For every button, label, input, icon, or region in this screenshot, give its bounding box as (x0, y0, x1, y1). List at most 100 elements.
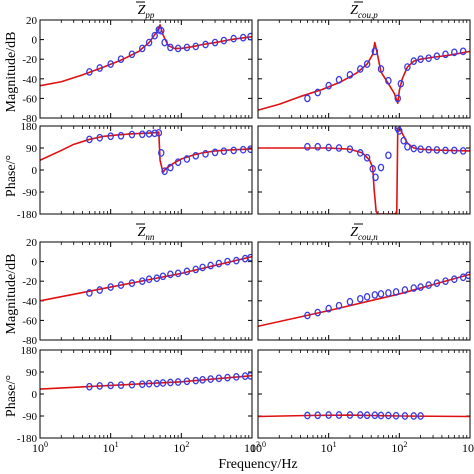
subplot-z-cou-n: Zcou,n 100 101 102 103 (250, 223, 474, 455)
phase-1-measured-point (357, 149, 364, 157)
magnitude-0-measured-point (167, 43, 174, 52)
magnitude-3-measured-point (451, 275, 458, 284)
magnitude-1-measured-point (425, 54, 432, 63)
phase-0-measured-point (96, 133, 103, 142)
subplot-z-cou-p: Zcou,p (257, 1, 471, 215)
magnitude-3-measured-point (371, 291, 379, 299)
phase-2-ytick-label: 180 (21, 345, 38, 357)
magnitude-1-measured-point (346, 71, 354, 79)
phase-2-measured-point (233, 373, 240, 381)
phase-1-measured-point (459, 147, 467, 155)
magnitude-0-measured-point (145, 38, 153, 47)
magnitude-2-measured-point (183, 267, 191, 276)
magnitude-0-ytick-label: -40 (22, 74, 37, 86)
magnitude-0-measured-point (117, 55, 125, 64)
magnitude-0-measured-point (211, 38, 219, 47)
magnitude-0-measured-point (96, 64, 103, 72)
magnitude-1-measured-point (459, 47, 467, 56)
phase-0-ytick-label: 90 (26, 143, 38, 155)
magnitude-2-ytick-label: -80 (22, 335, 37, 347)
phase-0-axes: 180 90 0 -90 -180 (17, 121, 253, 221)
phase-0-measured-point (220, 147, 228, 156)
phase-1-measured-point (417, 145, 424, 154)
phase-1-measured-point (346, 145, 354, 154)
magnitude-2-measured-point (139, 277, 146, 286)
subplot-title: Zcou,n (350, 225, 378, 242)
magnitude-2-measured-point (224, 257, 231, 266)
magnitude-2-measured-point (145, 275, 153, 284)
phase-0-measured-point (202, 150, 209, 158)
figure-ylabel-magnitude-top: Magnitude/dB (4, 32, 19, 113)
magnitude-3-measured-point (314, 308, 321, 317)
magnitude-1-measured-point (325, 81, 332, 90)
phase-3-measured-point (417, 412, 424, 420)
magnitude-3-measured-point (346, 297, 354, 306)
phase-0-measured-point (247, 145, 252, 154)
magnitude-1-measured-point (357, 65, 364, 73)
phase-0-measured-point (155, 128, 163, 137)
magnitude-0-measured-point (174, 44, 182, 53)
phase-2-frame (39, 349, 253, 439)
phase-3-measured-point (346, 411, 354, 419)
phase-2-measured-point (96, 382, 103, 390)
magnitude-2-ytick-label: -60 (22, 315, 37, 327)
magnitude-0-measured-point (158, 26, 165, 35)
phase-3-measured-point (392, 411, 400, 420)
phase-0-measured-point (211, 148, 219, 157)
magnitude-0-measured-point (202, 40, 209, 49)
phase-2-measured-point (159, 379, 167, 387)
magnitude-0-model-line (40, 24, 252, 87)
magnitude-2-axes: 20 0 -20 -40 -60 -80 (22, 237, 253, 347)
phase-2-measured-point (199, 375, 206, 384)
magnitude-3-measured-point (357, 294, 364, 303)
phase-0-measured-point (151, 129, 158, 138)
phase-3-measured-point (357, 411, 364, 419)
magnitude-0-measured-point (247, 32, 252, 41)
magnitude-3-measured-point (377, 290, 385, 298)
magnitude-0-measured-point (192, 42, 200, 51)
phase-2-measured-point (192, 376, 200, 385)
magnitude-3-measured-point (335, 301, 343, 310)
phase-1-measured-point (304, 142, 311, 151)
magnitude-3-measured-point (304, 311, 311, 320)
magnitude-2-frame (39, 241, 253, 341)
phase-0-ytick-label: 180 (21, 121, 38, 133)
magnitude-0-measured-point (107, 60, 114, 68)
magnitude-3-measured-point (385, 289, 392, 297)
magnitude-3-measured-point (442, 277, 449, 286)
magnitude-2-measured-point (192, 265, 200, 274)
phase-2-measured-point (215, 374, 223, 383)
magnitude-2-measured-point (117, 281, 125, 289)
magnitude-3-axes (257, 241, 471, 341)
magnitude-1-measured-point (410, 57, 418, 66)
magnitude-2-ytick-label: 0 (32, 257, 38, 269)
magnitude-3-measured-point (363, 293, 371, 301)
magnitude-0-frame (39, 19, 253, 119)
phase-2-ytick-label: 90 (26, 367, 38, 379)
phase-0-frame (39, 125, 253, 215)
magnitude-3-frame (257, 241, 471, 341)
phase-0-ytick-label: -90 (22, 187, 37, 199)
phase-1-measured-point (385, 151, 392, 160)
phase-0-measured-point (128, 130, 136, 139)
magnitude-1-measured-point (417, 55, 424, 64)
phase-0-ytick-label: -180 (17, 209, 38, 221)
magnitude-2-ytick-label: 20 (26, 237, 38, 249)
phase-1-measured-point (400, 136, 407, 145)
phase-3-measured-point (314, 411, 321, 420)
phase-1-frame (257, 125, 471, 215)
magnitude-0-measured-point (151, 31, 158, 40)
phase-0-ytick-label: 0 (32, 165, 38, 177)
figure-ylabel-magnitude-bottom: Magnitude/dB (4, 254, 19, 335)
phase-3-measured-point (325, 411, 332, 419)
phase-2-xtick-label: 103 (244, 440, 260, 455)
magnitude-2-measured-point (86, 289, 93, 297)
phase-0-measured-point (86, 135, 93, 144)
magnitude-0-measured-point (128, 50, 136, 59)
phase-2-measured-point (139, 380, 146, 389)
magnitude-1-measured-point (397, 79, 405, 88)
phase-0-model-line (40, 131, 252, 174)
magnitude-0-ytick-label: -20 (22, 54, 37, 66)
